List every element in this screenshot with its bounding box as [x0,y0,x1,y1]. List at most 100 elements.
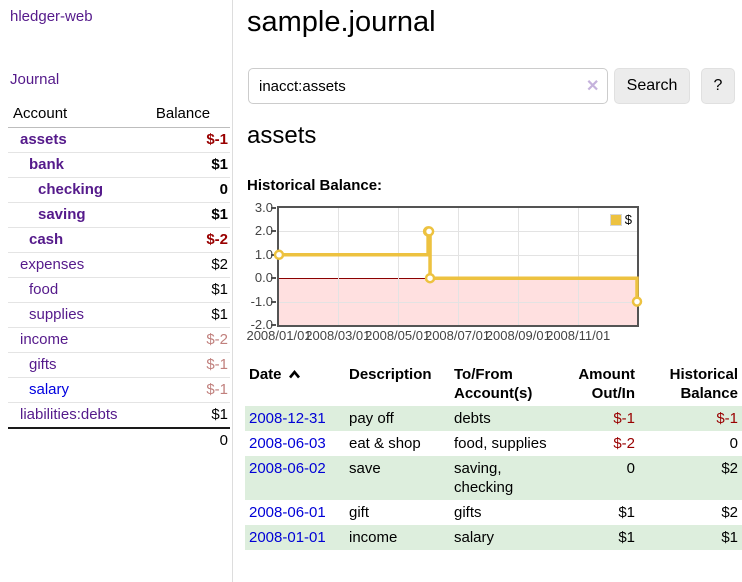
transaction-balance: $2 [721,504,738,521]
account-link[interactable]: expenses [20,256,85,273]
register-row: 2008-06-02 save saving, checking 0 $2 [245,456,742,500]
account-tree-row: expenses $2 [8,252,230,278]
x-axis-label: 2008/03/01 [305,328,371,343]
account-balance: $1 [153,202,230,228]
account-link[interactable]: saving [38,206,86,223]
chart-legend: $ [607,211,634,228]
data-point-marker [273,249,285,261]
app-title-link[interactable]: hledger-web [10,8,93,25]
y-axis-tick [271,277,276,280]
transaction-date-link[interactable]: 2008-12-31 [249,410,326,427]
account-link[interactable]: liabilities:debts [20,406,118,423]
sidebar-item-journal[interactable]: Journal [10,71,60,88]
transaction-description: income [345,525,450,550]
transaction-accounts: food, supplies [454,435,547,452]
account-column-header: Account [8,100,154,128]
account-tree-row: liabilities:debts $1 [8,402,230,428]
x-axis-label: 2008/05/01 [365,328,431,343]
account-link[interactable]: checking [38,181,104,198]
clear-search-icon[interactable]: ✕ [586,78,600,95]
y-axis-tick [271,324,276,326]
y-axis-tick [271,253,276,256]
account-balance: $-2 [153,227,230,253]
page-title: sample.journal [247,6,436,38]
sort-ascending-icon [288,369,300,379]
account-link[interactable]: salary [29,381,70,398]
help-button[interactable]: ? [701,68,735,104]
transaction-description: pay off [345,406,450,431]
account-balance: $1 [153,302,230,328]
account-tree-row: cash $-2 [8,227,230,253]
data-point-marker [423,226,435,237]
y-axis-tick [271,207,276,209]
account-balance: $1 [153,152,230,178]
transaction-balance: $2 [639,456,742,500]
data-point-marker [631,296,643,307]
account-tree-row: supplies $1 [8,302,230,328]
account-tree-row: saving $1 [8,202,230,228]
chart-title: Historical Balance: [247,177,383,194]
register-header-description: Description [349,366,432,383]
account-balance: 0 [153,177,230,203]
account-tree-row: assets $-1 [8,128,230,153]
account-link[interactable]: food [29,281,59,298]
transaction-balance: $1 [639,525,742,550]
account-link[interactable]: cash [29,231,64,248]
account-balance: $-1 [153,352,230,378]
account-link[interactable]: income [20,331,69,348]
legend-label: $ [624,212,632,227]
account-tree-row: salary $-1 [8,377,230,403]
register-header-date[interactable]: Date [245,362,345,406]
register-row: 2008-01-01 income salary $1 $1 [245,525,742,550]
transaction-accounts: gifts [454,504,482,521]
account-link[interactable]: gifts [29,356,57,373]
data-point-marker [424,272,436,284]
y-axis-label: 2.0 [254,223,273,239]
transaction-description: gift [349,504,370,521]
register-row: 2008-06-01 gift gifts $1 $2 [245,500,742,525]
transaction-date-link[interactable]: 2008-06-02 [249,460,326,477]
transaction-date-link[interactable]: 2008-06-03 [249,435,326,452]
search-input[interactable] [248,68,608,104]
transaction-description: eat & shop [349,435,421,452]
transaction-amount: $1 [564,525,639,550]
account-tree-row: income $-2 [8,327,230,353]
y-axis-label: 1.0 [254,246,273,262]
y-axis-label: -2.0 [250,317,273,332]
search-button[interactable]: Search [614,68,690,104]
transaction-balance: $-1 [639,406,742,431]
y-axis-label: 3.0 [254,200,273,215]
balance-series [273,226,643,307]
x-axis-label: 2008/09/01 [485,328,551,343]
account-link[interactable]: bank [29,156,65,173]
transaction-accounts: debts [450,406,564,431]
transaction-date-link[interactable]: 2008-06-01 [249,504,326,521]
account-total-balance: 0 [153,427,230,453]
x-axis-label: 2008/07/01 [424,328,491,343]
register-table: Date Description To/From Account(s) Amount … [245,362,742,550]
transaction-date-link[interactable]: 2008-01-01 [249,529,326,546]
account-balance: $1 [153,402,230,428]
transaction-amount: $-2 [613,435,635,452]
account-link[interactable]: supplies [29,306,85,323]
account-link[interactable]: assets [20,131,67,148]
account-tree-row: gifts $-1 [8,352,230,378]
transaction-accounts: salary [450,525,564,550]
account-tree-row: food $1 [8,277,230,303]
sidebar: hledger-web Journal Account Balance asse… [0,0,233,582]
chart-plot-area: $ [271,206,643,327]
x-axis-label: 2008/01/01 [246,328,312,343]
y-axis-label: 0.0 [254,270,273,286]
gridline-v [457,208,459,325]
transaction-balance: 0 [729,435,738,452]
transaction-accounts: saving, checking [450,456,564,500]
x-axis-label: 2008/11/01 [546,328,611,343]
register-row: 2008-06-03 eat & shop food, supplies $-2… [245,431,742,456]
account-balance: $1 [153,277,230,303]
transaction-amount: $-1 [564,406,639,431]
gridline-v [397,208,399,325]
y-axis-tick [271,300,276,303]
legend-swatch-icon [609,213,622,226]
account-tree-table: Account Balance assets $-1 bank $1 check… [8,100,230,453]
